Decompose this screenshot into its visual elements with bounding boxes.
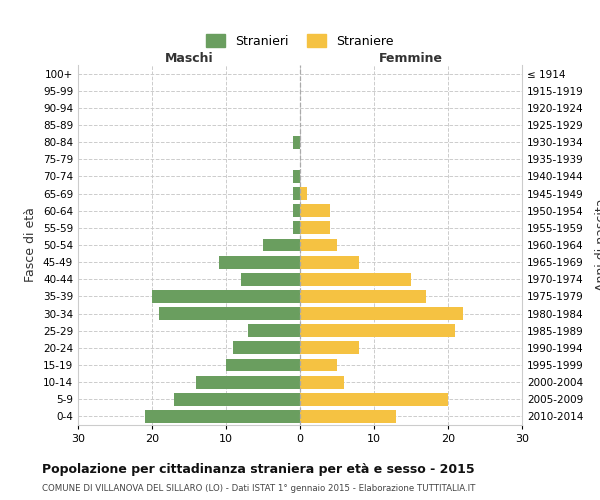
- Bar: [241, 273, 300, 285]
- Bar: [300, 204, 329, 217]
- Text: Maschi: Maschi: [164, 52, 214, 65]
- Bar: [226, 358, 300, 372]
- Bar: [145, 410, 300, 423]
- Bar: [300, 358, 337, 372]
- Bar: [300, 238, 337, 252]
- Bar: [300, 342, 359, 354]
- Bar: [196, 376, 300, 388]
- Bar: [293, 170, 300, 183]
- Bar: [300, 256, 359, 268]
- Bar: [293, 136, 300, 148]
- Text: Popolazione per cittadinanza straniera per età e sesso - 2015: Popolazione per cittadinanza straniera p…: [42, 462, 475, 475]
- Bar: [293, 204, 300, 217]
- Bar: [300, 290, 426, 303]
- Bar: [300, 187, 307, 200]
- Bar: [293, 222, 300, 234]
- Bar: [293, 187, 300, 200]
- Bar: [263, 238, 300, 252]
- Y-axis label: Fasce di età: Fasce di età: [25, 208, 37, 282]
- Bar: [300, 393, 448, 406]
- Bar: [152, 290, 300, 303]
- Bar: [300, 324, 455, 337]
- Bar: [300, 222, 329, 234]
- Bar: [300, 410, 396, 423]
- Bar: [300, 307, 463, 320]
- Text: COMUNE DI VILLANOVA DEL SILLARO (LO) - Dati ISTAT 1° gennaio 2015 - Elaborazione: COMUNE DI VILLANOVA DEL SILLARO (LO) - D…: [42, 484, 475, 493]
- Legend: Stranieri, Straniere: Stranieri, Straniere: [200, 28, 400, 54]
- Bar: [174, 393, 300, 406]
- Y-axis label: Anni di nascita: Anni di nascita: [595, 198, 600, 291]
- Bar: [160, 307, 300, 320]
- Bar: [300, 376, 344, 388]
- Bar: [248, 324, 300, 337]
- Bar: [218, 256, 300, 268]
- Text: Femmine: Femmine: [379, 52, 443, 65]
- Bar: [233, 342, 300, 354]
- Bar: [300, 273, 411, 285]
